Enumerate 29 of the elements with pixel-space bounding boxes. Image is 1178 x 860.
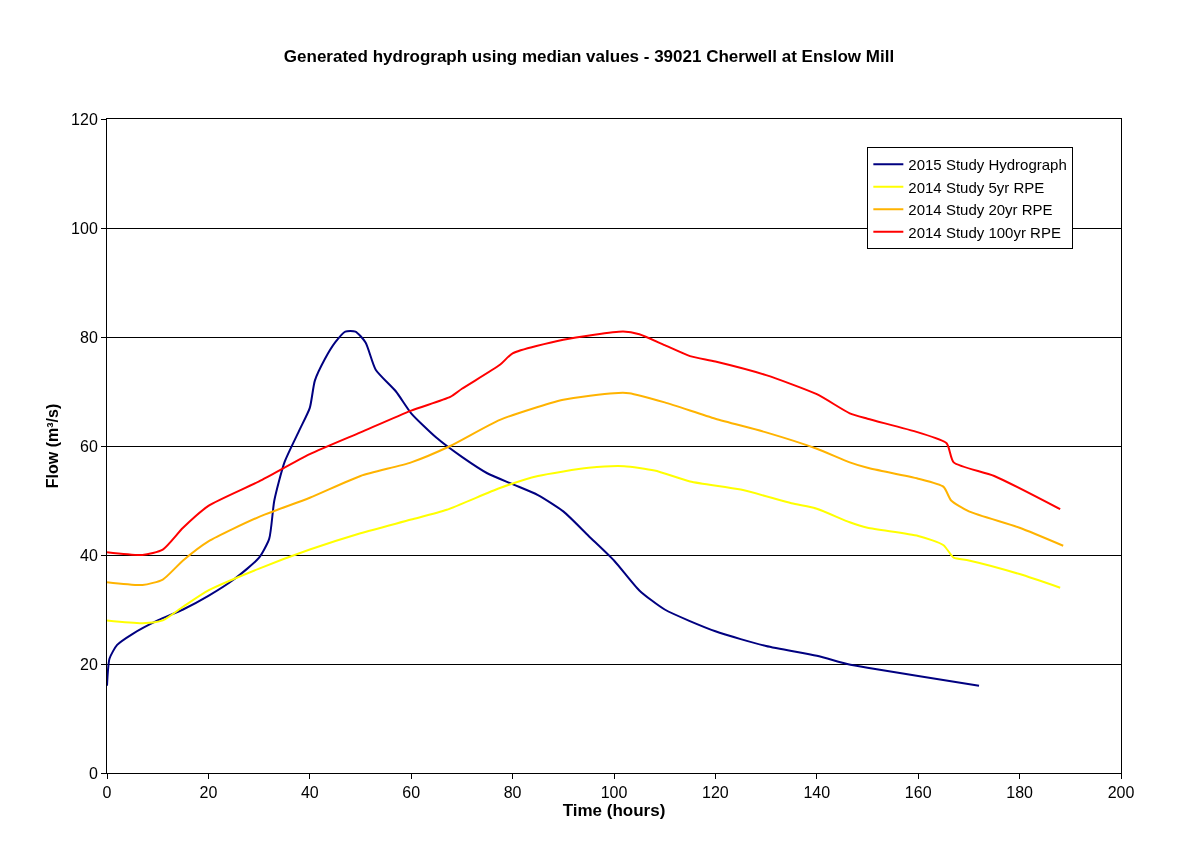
x-tick-label: 100 [600,784,628,802]
line-series [107,329,981,687]
y-tick-label: 0 [88,764,98,782]
y-tick-label: 100 [71,219,98,237]
line-series [107,330,1062,557]
line-series [107,465,1062,625]
y-tick-label: 40 [80,546,98,564]
x-tick-label: 120 [702,784,729,802]
x-tick-label: 0 [102,784,112,802]
legend-label: 2014 Study 20yr RPE [908,201,1053,219]
x-tick-label: 140 [803,784,831,802]
y-tick-label: 80 [80,328,98,346]
line-series [107,391,1065,587]
chart-title: Generated hydrograph using median values - 39021 Cherwell at Enslow Mill [283,46,895,66]
x-axis-title: Time (hours) [562,801,666,821]
x-tick-label: 40 [300,784,319,802]
x-tick-label: 200 [1107,784,1135,802]
x-tick-label: 60 [402,784,421,802]
y-axis-title: Flow (m³/s) [44,403,61,489]
x-tick-label: 20 [199,784,218,802]
legend-label: 2014 Study 100yr RPE [908,223,1061,241]
legend-label: 2014 Study 5yr RPE [908,178,1045,196]
legend-label: 2015 Study Hydrograph [908,156,1067,174]
y-tick-label: 120 [71,110,98,128]
x-tick-label: 180 [1006,784,1034,802]
y-tick-label: 20 [80,655,98,673]
x-tick-label: 160 [904,784,932,802]
y-tick-label: 60 [80,437,98,455]
x-tick-label: 80 [503,784,522,802]
